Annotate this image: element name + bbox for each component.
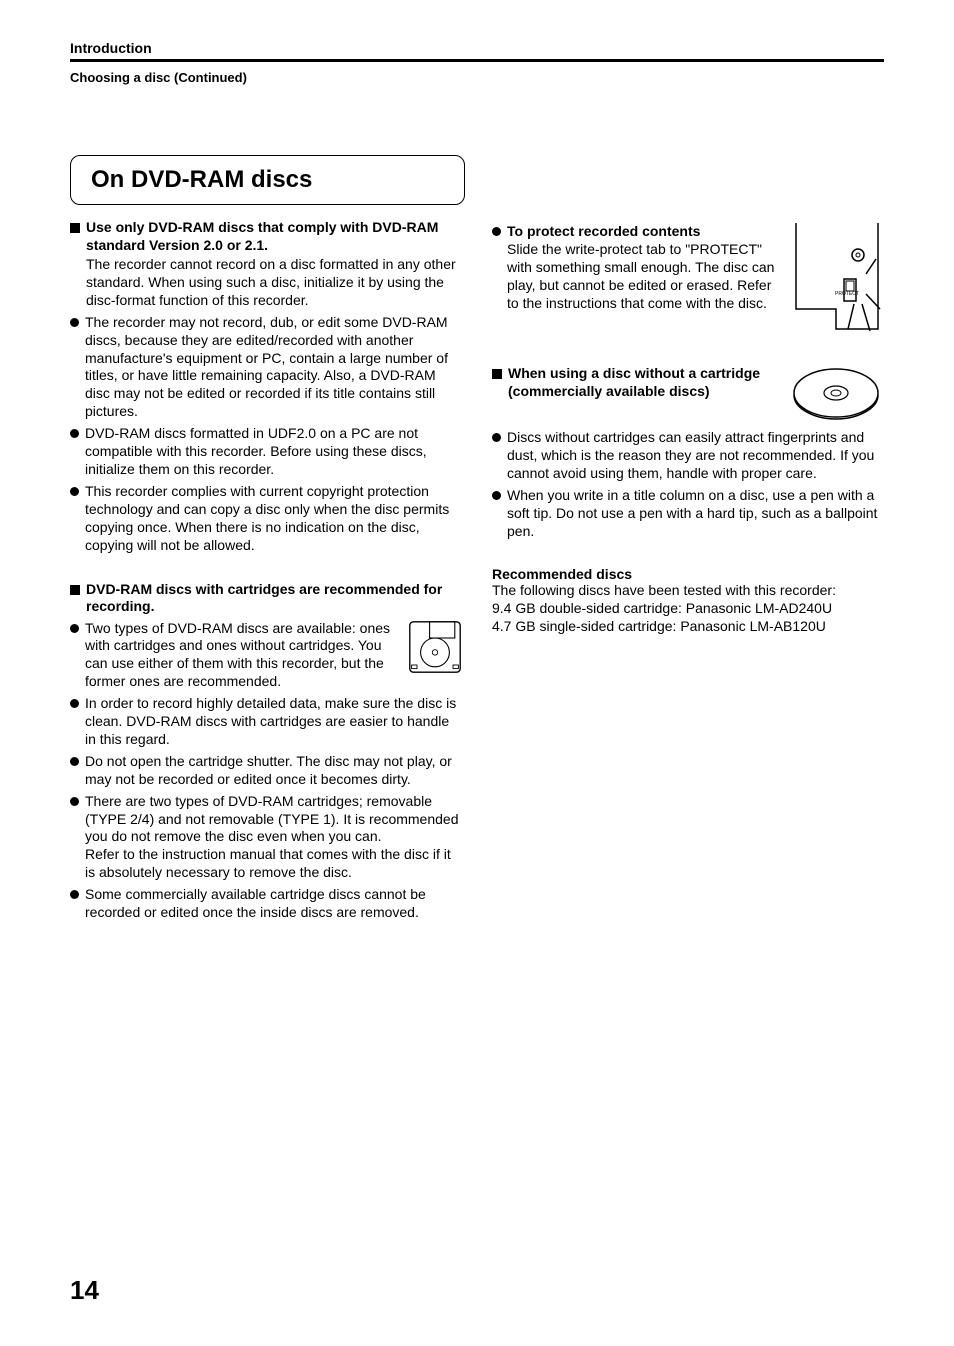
bullet-marker-icon bbox=[70, 487, 79, 496]
header: Introduction Choosing a disc (Continued) bbox=[70, 40, 884, 85]
chapter-label: Introduction bbox=[70, 40, 884, 56]
recommended-line2: 4.7 GB single-sided cartridge: Panasonic… bbox=[492, 618, 884, 636]
bullet-marker-icon bbox=[70, 624, 79, 633]
heading-bare-disc-text: When using a disc without a cartridge (c… bbox=[508, 365, 782, 400]
protect-body: Slide the write-protect tab to "PROTECT"… bbox=[507, 241, 774, 311]
bullet-marker-icon bbox=[70, 757, 79, 766]
bullet-copyright: This recorder complies with current copy… bbox=[70, 483, 462, 555]
write-protect-icon: PROTECT bbox=[788, 219, 884, 339]
bullet-marker-icon bbox=[492, 491, 501, 500]
bullet-cartridge-types-text: There are two types of DVD-RAM cartridge… bbox=[85, 793, 462, 883]
bullet-pen-text: When you write in a title column on a di… bbox=[507, 487, 884, 541]
recommended-intro: The following discs have been tested wit… bbox=[492, 582, 884, 600]
bullet-protect-text: To protect recorded contents Slide the w… bbox=[507, 223, 782, 313]
bullet-commercial-text: Some commercially available cartridge di… bbox=[85, 886, 462, 922]
bullet-marker-icon bbox=[70, 318, 79, 327]
protect-title: To protect recorded contents bbox=[507, 223, 700, 239]
bullet-marker-icon bbox=[70, 429, 79, 438]
bullet-shutter-text: Do not open the cartridge shutter. The d… bbox=[85, 753, 462, 789]
bullet-commercial: Some commercially available cartridge di… bbox=[70, 886, 462, 922]
square-marker-icon bbox=[70, 223, 80, 233]
square-marker-icon bbox=[492, 369, 502, 379]
heading-cartridge-text: DVD-RAM discs with cartridges are recomm… bbox=[86, 581, 462, 616]
heading-bare-disc: When using a disc without a cartridge (c… bbox=[492, 365, 782, 400]
bullet-shutter: Do not open the cartridge shutter. The d… bbox=[70, 753, 462, 789]
bullet-udf-text: DVD-RAM discs formatted in UDF2.0 on a P… bbox=[85, 425, 462, 479]
section-title: On DVD-RAM discs bbox=[70, 155, 465, 205]
recommended-heading: Recommended discs bbox=[492, 566, 884, 582]
bullet-two-types-text: Two types of DVD-RAM discs are available… bbox=[85, 620, 400, 692]
bullet-marker-icon bbox=[70, 699, 79, 708]
right-column: To protect recorded contents Slide the w… bbox=[492, 219, 884, 922]
recommended-line1: 9.4 GB double-sided cartridge: Panasonic… bbox=[492, 600, 884, 618]
bullet-marker-icon bbox=[70, 797, 79, 806]
bullet-udf: DVD-RAM discs formatted in UDF2.0 on a P… bbox=[70, 425, 462, 479]
bullet-clean: In order to record highly detailed data,… bbox=[70, 695, 462, 749]
bullet-fingerprints: Discs without cartridges can easily attr… bbox=[492, 429, 884, 483]
bullet-marker-icon bbox=[70, 890, 79, 899]
heading-compliance-text: Use only DVD-RAM discs that comply with … bbox=[86, 219, 462, 254]
bullet-record-limits-text: The recorder may not record, dub, or edi… bbox=[85, 314, 462, 421]
bullet-protect: To protect recorded contents Slide the w… bbox=[492, 223, 782, 313]
continued-label: Choosing a disc (Continued) bbox=[70, 70, 884, 85]
bullet-fingerprints-text: Discs without cartridges can easily attr… bbox=[507, 429, 884, 483]
page-number: 14 bbox=[70, 1275, 99, 1306]
bare-disc-icon bbox=[788, 365, 884, 425]
protect-text-part: To protect recorded contents Slide the w… bbox=[492, 219, 782, 313]
bullet-cartridge-types-main: There are two types of DVD-RAM cartridge… bbox=[85, 793, 459, 845]
bullet-copyright-text: This recorder complies with current copy… bbox=[85, 483, 462, 555]
left-column: Use only DVD-RAM discs that comply with … bbox=[70, 219, 462, 922]
bare-disc-heading-text-part: When using a disc without a cartridge (c… bbox=[492, 365, 782, 402]
content-columns: Use only DVD-RAM discs that comply with … bbox=[70, 219, 884, 922]
cartridge-icon bbox=[408, 620, 462, 674]
protect-block: To protect recorded contents Slide the w… bbox=[492, 219, 884, 339]
bullet-cartridge-types: There are two types of DVD-RAM cartridge… bbox=[70, 793, 462, 883]
bare-disc-heading-block: When using a disc without a cartridge (c… bbox=[492, 365, 884, 425]
compliance-body: The recorder cannot record on a disc for… bbox=[86, 256, 462, 310]
protect-label-text: PROTECT bbox=[835, 291, 859, 297]
bullet-two-types: Two types of DVD-RAM discs are available… bbox=[70, 620, 462, 692]
bullet-record-limits: The recorder may not record, dub, or edi… bbox=[70, 314, 462, 421]
bullet-clean-text: In order to record highly detailed data,… bbox=[85, 695, 462, 749]
square-marker-icon bbox=[70, 585, 80, 595]
header-rule bbox=[70, 59, 884, 62]
bullet-pen: When you write in a title column on a di… bbox=[492, 487, 884, 541]
bullet-marker-icon bbox=[492, 227, 501, 236]
bullet-cartridge-types-extra: Refer to the instruction manual that com… bbox=[85, 846, 451, 880]
bullet-marker-icon bbox=[492, 433, 501, 442]
heading-compliance: Use only DVD-RAM discs that comply with … bbox=[70, 219, 462, 254]
heading-cartridge: DVD-RAM discs with cartridges are recomm… bbox=[70, 581, 462, 616]
